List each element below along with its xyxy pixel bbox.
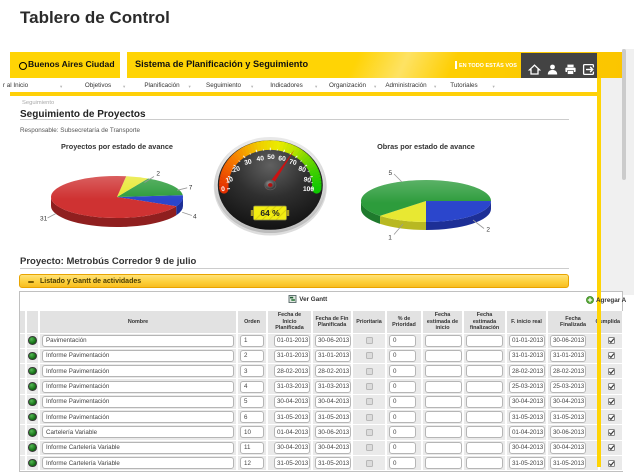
svg-text:70: 70 <box>288 159 297 167</box>
svg-text:90: 90 <box>303 176 312 184</box>
svg-text:2: 2 <box>486 227 490 234</box>
svg-text:64 %: 64 % <box>260 208 280 218</box>
svg-text:100: 100 <box>303 186 315 193</box>
svg-text:30: 30 <box>244 158 253 166</box>
svg-text:50: 50 <box>267 154 275 161</box>
svg-text:40: 40 <box>256 155 264 163</box>
svg-text:0: 0 <box>221 186 226 193</box>
svg-text:60: 60 <box>278 155 286 163</box>
svg-text:20: 20 <box>232 165 241 174</box>
svg-text:1: 1 <box>388 234 392 241</box>
svg-text:7: 7 <box>189 184 193 191</box>
svg-text:31: 31 <box>40 216 48 223</box>
svg-text:80: 80 <box>297 165 306 174</box>
svg-text:4: 4 <box>193 214 197 221</box>
svg-text:10: 10 <box>225 176 234 185</box>
svg-text:5: 5 <box>389 170 393 177</box>
svg-text:2: 2 <box>156 170 160 177</box>
